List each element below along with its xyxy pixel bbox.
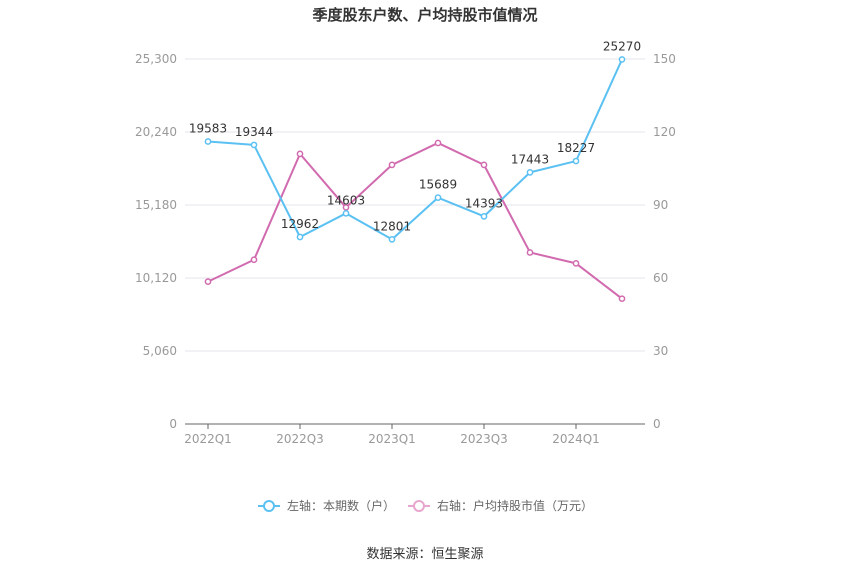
holders-point bbox=[526, 169, 534, 176]
data-labels: 19583 19344 12962 14603 12801 15689 14393 17443… bbox=[189, 39, 641, 233]
market-value-point bbox=[204, 278, 212, 285]
data-label: 19344 bbox=[235, 125, 273, 139]
holders-point bbox=[204, 138, 212, 145]
data-label: 25270 bbox=[603, 39, 641, 53]
left-tick-label: 0 bbox=[169, 417, 177, 431]
legend-swatch-marker bbox=[413, 500, 425, 512]
data-label: 17443 bbox=[511, 152, 549, 166]
series-line-holders bbox=[207, 59, 623, 241]
legend-swatch-marker bbox=[263, 500, 275, 512]
right-tick-label: 120 bbox=[653, 125, 676, 139]
holders-point bbox=[250, 141, 258, 149]
holders-point bbox=[480, 213, 488, 220]
data-label: 12962 bbox=[281, 217, 319, 231]
data-label: 12801 bbox=[373, 219, 411, 233]
legend-item-holders[interactable]: 左轴：本期数（户） bbox=[258, 498, 395, 513]
holders-point bbox=[434, 194, 442, 202]
left-tick-label: 25,300 bbox=[135, 52, 177, 66]
left-tick-label: 10,120 bbox=[135, 271, 177, 285]
right-tick-label: 30 bbox=[653, 344, 668, 358]
legend-label: 左轴：本期数（户） bbox=[287, 498, 395, 513]
right-tick-label: 0 bbox=[653, 417, 661, 431]
market-value-point bbox=[388, 161, 396, 169]
data-label: 18227 bbox=[557, 141, 595, 155]
market-value-point bbox=[296, 150, 304, 158]
legend[interactable]: 左轴：本期数（户） 右轴：户均持股市值（万元） bbox=[258, 498, 593, 513]
right-tick-label: 90 bbox=[653, 198, 668, 212]
data-label: 14393 bbox=[465, 196, 503, 210]
left-tick-label: 15,180 bbox=[135, 198, 177, 212]
holders-point bbox=[388, 235, 396, 243]
x-tick-label: 2023Q3 bbox=[460, 432, 508, 446]
series bbox=[204, 56, 626, 303]
data-label: 15689 bbox=[419, 178, 457, 192]
chart-title: 季度股东户数、户均持股市值情况 bbox=[312, 6, 537, 24]
axes: 0 0 5,060 30 10,120 60 15,180 90 20,240 120 25,300… bbox=[135, 52, 676, 446]
market-value-point bbox=[618, 295, 626, 303]
market-value-point bbox=[250, 256, 258, 264]
legend-label: 右轴：户均持股市值（万元） bbox=[437, 498, 593, 513]
market-value-point bbox=[526, 249, 534, 256]
data-label: 14603 bbox=[327, 193, 365, 207]
source-note: 数据来源：恒生聚源 bbox=[366, 547, 483, 562]
grid bbox=[185, 58, 645, 352]
x-tick-label: 2022Q3 bbox=[276, 432, 324, 446]
x-tick-label: 2024Q1 bbox=[552, 432, 600, 446]
series-line-market-value bbox=[207, 141, 623, 300]
market-value-point bbox=[572, 260, 580, 267]
market-value-point bbox=[480, 161, 488, 169]
holders-point bbox=[618, 56, 626, 63]
holders-point bbox=[572, 157, 580, 165]
right-tick-label: 60 bbox=[653, 271, 668, 285]
holders-point bbox=[296, 233, 304, 241]
left-tick-label: 5,060 bbox=[143, 344, 177, 358]
x-tick-label: 2022Q1 bbox=[184, 432, 232, 446]
legend-item-market-value[interactable]: 右轴：户均持股市值（万元） bbox=[408, 498, 593, 513]
right-tick-label: 150 bbox=[653, 52, 676, 66]
market-value-point bbox=[434, 139, 442, 147]
holders-point bbox=[342, 209, 350, 217]
x-tick-label: 2023Q1 bbox=[368, 432, 416, 446]
data-label: 19583 bbox=[189, 121, 227, 135]
left-tick-label: 20,240 bbox=[135, 125, 177, 139]
